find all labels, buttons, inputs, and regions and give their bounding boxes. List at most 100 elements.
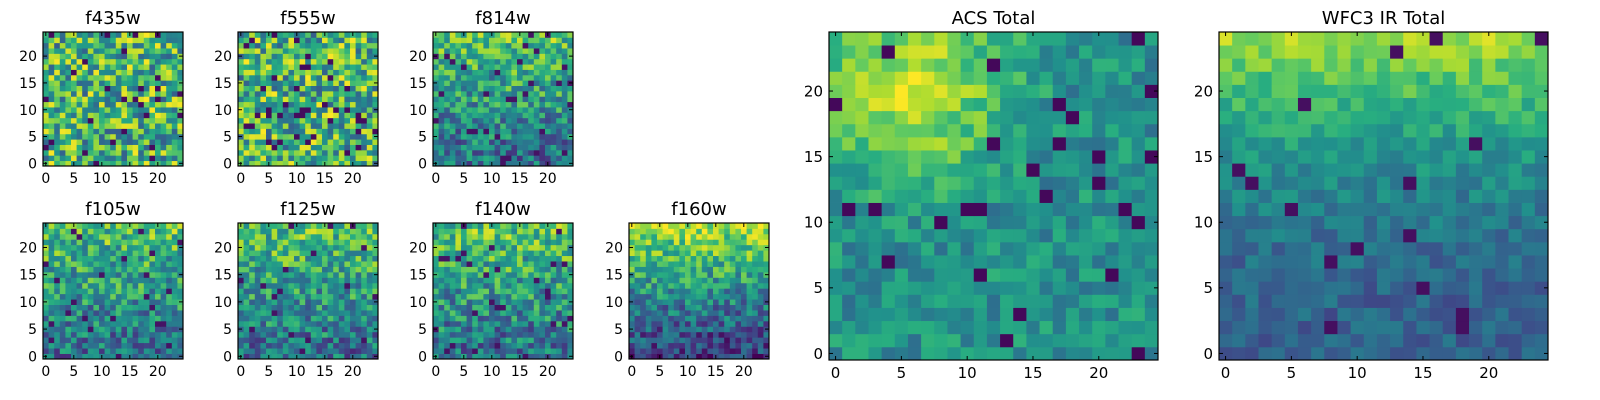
- heatmap-cell: [361, 107, 368, 113]
- heatmap-cell: [1118, 228, 1133, 243]
- heatmap-cell: [539, 48, 546, 54]
- heatmap-cell: [110, 123, 117, 129]
- heatmap-cell: [539, 101, 546, 108]
- heatmap-cell: [54, 337, 61, 344]
- heatmap-cell: [327, 90, 334, 97]
- heatmap-cell: [54, 128, 61, 135]
- heatmap-cell: [121, 160, 128, 167]
- heatmap-cell: [881, 281, 896, 295]
- heatmap-cell: [701, 315, 708, 322]
- heatmap-cell: [483, 255, 490, 262]
- heatmap-cell: [444, 48, 451, 54]
- heatmap-cell: [266, 315, 272, 322]
- heatmap-cell: [155, 244, 161, 251]
- heatmap-cell: [561, 58, 568, 65]
- heatmap-cell: [545, 144, 551, 151]
- heatmap-cell: [344, 117, 351, 124]
- heatmap-cell: [881, 163, 896, 177]
- heatmap-cell: [132, 310, 139, 316]
- heatmap-cell: [483, 101, 490, 108]
- heatmap-cell: [517, 255, 523, 262]
- heatmap-cell: [881, 294, 896, 308]
- heatmap-cell: [455, 53, 462, 60]
- heatmap-cell: [640, 271, 647, 278]
- heatmap-cell: [299, 69, 306, 76]
- heatmap-cell: [82, 53, 89, 60]
- heatmap-cell: [477, 288, 484, 295]
- heatmap-cell: [243, 266, 250, 273]
- heatmap-cell: [494, 228, 501, 235]
- heatmap-cell: [294, 315, 300, 322]
- heatmap-cell: [517, 58, 523, 65]
- heatmap-cell: [763, 288, 770, 295]
- heatmap-cell: [556, 244, 563, 251]
- heatmap-cell: [477, 255, 484, 262]
- heatmap-cell: [668, 271, 675, 278]
- heatmap-cell: [338, 32, 345, 38]
- heatmap-cell: [76, 250, 83, 257]
- heatmap-cell: [316, 160, 323, 167]
- heatmap-cell: [166, 80, 173, 86]
- heatmap-cell: [372, 117, 379, 124]
- heatmap-cell: [522, 53, 529, 60]
- heatmap-cell: [466, 348, 473, 354]
- heatmap-cell: [294, 107, 300, 113]
- heatmap-cell: [127, 244, 133, 251]
- heatmap-cell: [327, 133, 334, 140]
- heatmap-cell: [249, 90, 256, 97]
- heatmap-cell: [294, 85, 300, 92]
- heatmap-cell: [947, 320, 961, 335]
- heatmap-cell: [724, 261, 731, 267]
- heatmap-cell: [43, 342, 49, 349]
- heatmap-cell: [54, 299, 61, 305]
- heatmap-cell: [973, 241, 988, 256]
- heatmap-cell: [54, 244, 61, 251]
- heatmap-cell: [438, 112, 445, 119]
- heatmap-cell: [299, 282, 306, 289]
- heatmap-cell: [115, 53, 122, 60]
- heatmap-cell: [829, 294, 843, 308]
- heatmap-cell: [121, 348, 128, 354]
- y-tick-label: 15: [19, 268, 37, 284]
- heatmap-cell: [355, 266, 362, 273]
- heatmap-cell: [127, 96, 133, 103]
- heatmap-cell: [243, 337, 250, 344]
- heatmap-cell: [921, 150, 935, 164]
- heatmap-cell: [842, 281, 856, 295]
- heatmap-cell: [1065, 215, 1080, 230]
- heatmap-cell: [54, 233, 61, 240]
- heatmap-cell: [444, 37, 451, 44]
- heatmap-cell: [477, 123, 484, 129]
- heatmap-cell: [1026, 268, 1040, 282]
- heatmap-cell: [271, 337, 278, 344]
- heatmap-cell: [322, 85, 328, 92]
- heatmap-cell: [338, 101, 345, 108]
- heatmap-cell: [511, 353, 518, 360]
- heatmap-cell: [149, 299, 156, 305]
- heatmap-cell: [48, 331, 55, 338]
- heatmap-cell: [338, 271, 345, 278]
- heatmap-cell: [71, 244, 77, 251]
- heatmap-cell: [528, 144, 535, 151]
- heatmap-cell: [741, 277, 747, 284]
- heatmap-cell: [243, 228, 250, 235]
- heatmap-cell: [366, 261, 373, 267]
- heatmap-cell: [249, 133, 256, 140]
- heatmap-cell: [960, 268, 975, 282]
- heatmap-cell: [299, 123, 306, 129]
- heatmap-cell: [54, 69, 61, 76]
- heatmap-cell: [54, 255, 61, 262]
- heatmap-cell: [763, 293, 770, 300]
- heatmap-cell: [99, 117, 105, 124]
- heatmap-cell: [1065, 320, 1080, 335]
- heatmap-cell: [517, 277, 523, 284]
- heatmap-cell: [149, 64, 156, 70]
- heatmap-cell: [757, 299, 764, 305]
- heatmap-cell: [277, 223, 284, 229]
- heatmap-cell: [472, 123, 479, 129]
- heatmap-cell: [629, 348, 635, 354]
- heatmap-cell: [59, 42, 66, 49]
- heatmap-cell: [282, 271, 289, 278]
- heatmap-cell: [260, 74, 267, 81]
- heatmap-cell: [65, 149, 72, 156]
